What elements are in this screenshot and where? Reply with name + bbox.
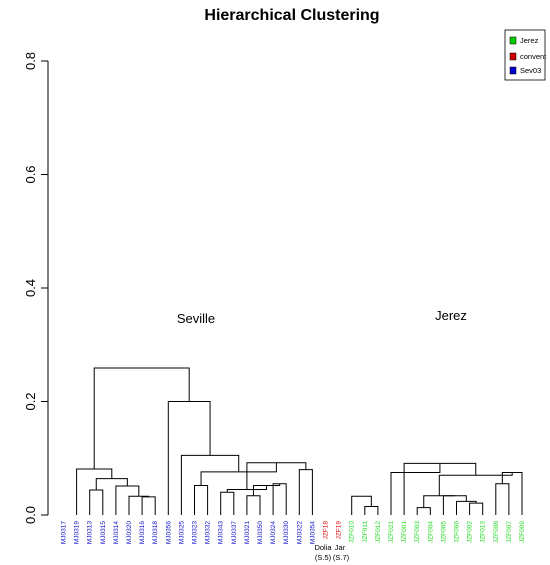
- leaf-label: MJ0316: [139, 521, 146, 545]
- y-tick-label: 0.4: [23, 279, 38, 297]
- leaf-label: MJ0356: [165, 521, 172, 545]
- legend-label-jerez: Jerez: [520, 36, 539, 45]
- dendrogram-link: [93, 367, 190, 470]
- leaf-label: MJ0350: [257, 521, 264, 545]
- y-tick-label: 0.2: [23, 392, 38, 410]
- jerez-annotation: Jerez: [435, 308, 467, 323]
- leaf-label: MJ0318: [152, 521, 159, 545]
- legend-label-convent: convent: [520, 52, 547, 61]
- dolia-site-annotation: (S.5): [315, 553, 332, 562]
- chart-title: Hierarchical Clustering: [204, 7, 379, 24]
- dendrogram-link: [76, 468, 113, 515]
- leaf-label: MJ0319: [74, 521, 81, 545]
- leaf-label: MJ0324: [270, 521, 277, 545]
- leaf-label: MJ0330: [283, 521, 290, 545]
- dendrogram-link: [501, 471, 523, 515]
- leaf-label: MJ0313: [87, 521, 94, 545]
- dendrogram-link: [469, 502, 484, 515]
- dendrogram-link: [423, 495, 455, 508]
- seville-annotation: Seville: [177, 311, 215, 326]
- leaf-label: JZF010: [349, 521, 356, 543]
- dendrogram-link: [416, 507, 431, 515]
- dendrogram-link: [89, 489, 104, 515]
- leaf-label: JZF007: [506, 521, 513, 543]
- leaf-label: MJ0315: [100, 521, 107, 545]
- leaf-label: MJ0320: [126, 521, 133, 545]
- leaf-label: MJ0314: [113, 521, 120, 545]
- dendrogram-link: [351, 495, 372, 515]
- y-tick-label: 0.6: [23, 165, 38, 183]
- dendrogram-link: [442, 495, 467, 515]
- leaf-label: JZF002: [467, 521, 474, 543]
- legend-swatch-jerez: [509, 36, 517, 45]
- dendrogram-link: [495, 483, 510, 515]
- leaf-label: JZF18: [323, 521, 330, 540]
- dendrogram-link: [194, 484, 209, 515]
- leaf-label: JZF011: [362, 521, 369, 543]
- leaf-label: JZF012: [375, 521, 382, 543]
- leaf-label: JZF003: [414, 521, 421, 543]
- legend-label-sev03: Sev03: [520, 66, 541, 75]
- leaf-label: MJ0325: [178, 521, 185, 545]
- leaf-label: MJ0332: [205, 521, 212, 545]
- leaf-label: JZF013: [480, 521, 487, 543]
- y-axis: 0.0 0.2 0.4 0.6 0.8: [23, 52, 49, 524]
- leaf-label: MJ0354: [309, 521, 316, 545]
- legend: Jerez convent Sev03: [504, 29, 547, 81]
- dendrogram-link: [115, 485, 140, 515]
- jar-site-annotation: (S.7): [333, 553, 350, 562]
- leaf-label: JZF004: [427, 521, 434, 543]
- leaf-label: JZF005: [440, 521, 447, 543]
- leaf-label: MJ0317: [61, 521, 68, 545]
- jar-annotation: Jar: [335, 543, 346, 552]
- dendrogram-links: [76, 367, 523, 515]
- leaf-label: JZF19: [336, 521, 343, 540]
- legend-swatch-convent: [509, 52, 517, 61]
- dendrogram-link: [272, 483, 287, 515]
- legend-swatch-sev03: [509, 66, 517, 75]
- leaf-label: MJ0322: [296, 521, 303, 545]
- dendrogram-link: [390, 463, 441, 515]
- leaf-label: JZF001: [401, 521, 408, 543]
- dendrogram-link: [128, 495, 150, 515]
- leaf-label: JZF008: [493, 521, 500, 543]
- leaf-label: JZF021: [388, 521, 395, 543]
- dendrogram-link: [141, 496, 156, 515]
- leaf-label: MJ0323: [192, 521, 199, 545]
- dendrogram-link: [95, 478, 128, 491]
- y-tick-label: 0.0: [23, 506, 38, 524]
- dendrogram-link: [167, 401, 211, 515]
- leaf-label: MJ0337: [231, 521, 238, 545]
- y-tick-label: 0.8: [23, 52, 38, 70]
- dendrogram-link: [298, 469, 313, 515]
- dendrogram-link: [220, 491, 235, 515]
- leaf-label: JZF009: [519, 521, 526, 543]
- leaf-labels: MJ0317 MJ0319 MJ0313 MJ0315 MJ0314 MJ0320 MJ03…: [61, 521, 527, 545]
- dendrogram-link: [364, 505, 379, 515]
- dolia-annotation: Dolia: [314, 543, 332, 552]
- dendrogram-link: [246, 495, 261, 515]
- leaf-label: MJ0321: [244, 521, 251, 545]
- leaf-label: MJ0343: [218, 521, 225, 545]
- dendrogram-link: [180, 454, 240, 515]
- leaf-label: JZF006: [454, 521, 461, 543]
